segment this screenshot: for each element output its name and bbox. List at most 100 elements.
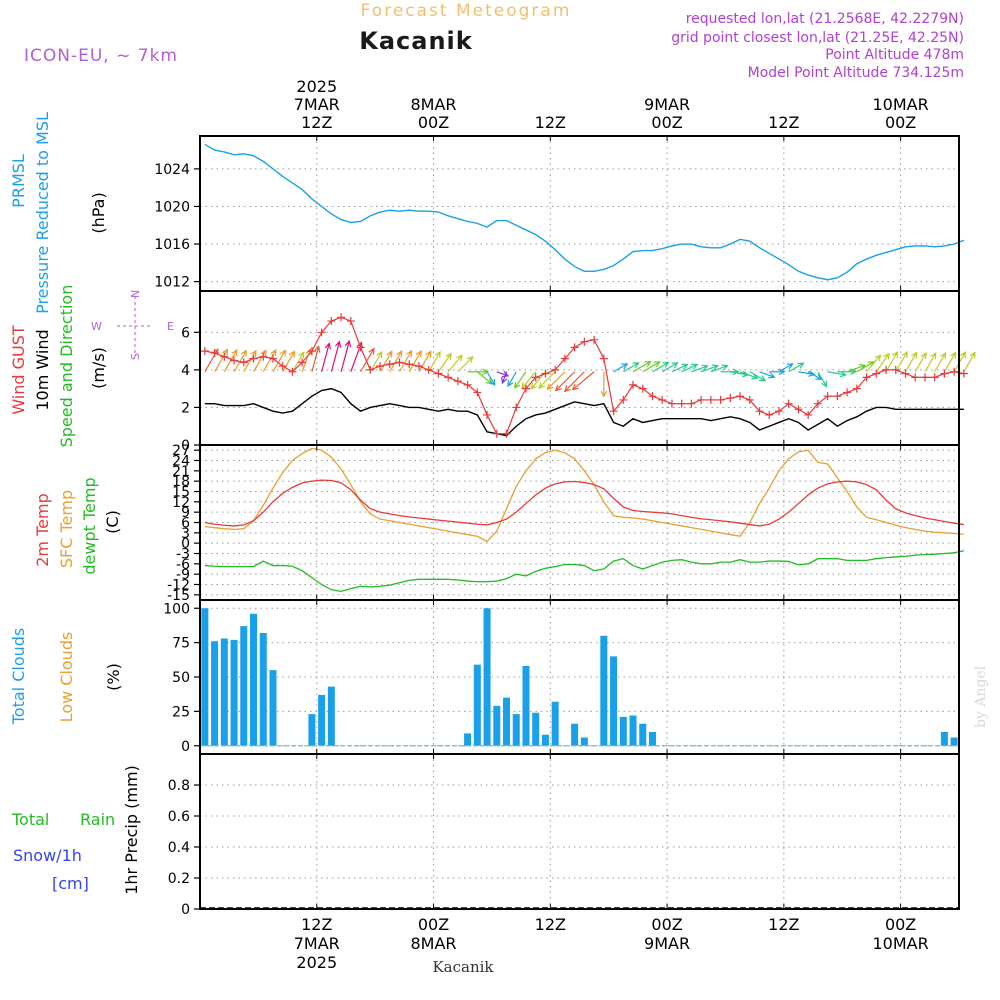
- wind-arrow-head: [489, 378, 496, 386]
- y-tick-label: -15: [167, 588, 190, 604]
- panel-ylabel: 1hr Precip (mm): [122, 765, 141, 895]
- pressure-line: [204, 143, 965, 281]
- y-tick-label: 1012: [154, 275, 190, 291]
- y-tick-label: 1024: [154, 162, 190, 178]
- gust-point: [307, 347, 316, 356]
- panel-wind: 0 2 4 6 N S W E: [91, 290, 976, 454]
- panel-precip: 0 0.2 0.4 0.6 0.8: [168, 753, 960, 918]
- gust-point: [473, 388, 482, 397]
- total-cloud-bar: [327, 686, 335, 746]
- wind-arrow-head: [356, 341, 363, 349]
- wind-arrow-shaft: [340, 340, 350, 372]
- total-cloud-bar: [541, 734, 549, 746]
- wind-arrow-shaft: [282, 351, 295, 373]
- wind-arrow-shaft: [555, 371, 576, 392]
- wind-arrow-shaft: [507, 371, 517, 387]
- wind-arrow-head: [530, 382, 537, 390]
- wind-arrow-shaft: [428, 351, 441, 373]
- wind-direction-arrow: [914, 351, 927, 373]
- panel-clouds: 0 25 50 75 100: [163, 599, 960, 755]
- wind10m-line: [204, 387, 964, 437]
- wind-arrow-head: [415, 350, 422, 358]
- wind-direction-arrow: [866, 354, 882, 373]
- gust-point: [327, 317, 336, 326]
- total-cloud-bar: [211, 641, 219, 746]
- gust-point: [405, 360, 414, 369]
- wind-arrow-head: [644, 360, 652, 367]
- gust-point: [872, 369, 881, 378]
- gust-point: [414, 362, 423, 371]
- gust-point: [911, 373, 920, 382]
- wind-direction-arrow: [943, 351, 957, 373]
- wind-arrow-shaft: [214, 349, 228, 373]
- wind-arrow-head: [386, 350, 393, 358]
- credit-watermark: by Angel: [973, 665, 989, 728]
- series-label: Wind GUST: [9, 325, 28, 415]
- wind-arrow-shaft: [243, 350, 257, 373]
- wind-arrow-shaft: [710, 365, 728, 373]
- y-tick-label: -3: [176, 547, 190, 563]
- y-tick-label: 3: [181, 526, 190, 542]
- wind-direction-arrow: [447, 354, 463, 373]
- wind-direction-arrow: [681, 363, 699, 373]
- wind-direction-arrow: [934, 351, 947, 373]
- wind-arrow-shaft: [846, 364, 866, 373]
- wind-arrow-head: [778, 368, 786, 376]
- gust-point: [794, 405, 803, 414]
- wind-arrow-head: [434, 350, 441, 359]
- gust-point: [220, 352, 229, 361]
- time-label-bottom: 00Z: [651, 915, 682, 934]
- total-cloud-bar: [580, 737, 588, 746]
- wind-arrow-head: [546, 383, 554, 391]
- y-tick-label: 9: [181, 505, 190, 521]
- panel-frame: [199, 135, 960, 292]
- wind-arrow-shaft: [622, 362, 639, 373]
- wind-direction-arrow: [622, 362, 640, 373]
- total-cloud-bar: [201, 608, 209, 746]
- total-cloud-bar: [493, 705, 501, 746]
- gust-point: [862, 373, 871, 382]
- wind-arrow-head: [466, 356, 474, 363]
- wind-arrow-head: [653, 361, 661, 368]
- wind-arrow-shaft: [457, 356, 474, 373]
- wind-direction-arrow: [642, 361, 661, 373]
- series-label: PRMSL: [9, 154, 28, 208]
- wind-direction-arrow: [360, 347, 375, 373]
- y-tick-label: 75: [172, 636, 190, 652]
- wind-arrow-head: [298, 351, 305, 359]
- wind-arrow-shaft: [749, 371, 766, 382]
- y-tick-label: 0.4: [168, 840, 190, 856]
- compass-rose: N S W E: [91, 290, 174, 360]
- wind-arrow-shaft: [564, 371, 585, 392]
- wind-arrow-head: [406, 349, 413, 357]
- wind-arrow-head: [808, 370, 816, 377]
- wind-arrow-head: [314, 345, 321, 353]
- wind-arrow-head: [507, 379, 514, 388]
- total-cloud-bar: [639, 723, 647, 746]
- series-label: Low Clouds: [57, 632, 76, 723]
- time-label-top: 8MAR: [411, 95, 457, 114]
- compass-s: S: [129, 353, 142, 360]
- model-altitude: Model Point Altitude 734.125m: [748, 65, 964, 81]
- wind-arrow-shaft: [301, 348, 311, 372]
- time-label-top: 7MAR: [294, 95, 340, 114]
- wind-arrow-head: [334, 340, 342, 348]
- wind-direction-arrow: [700, 364, 719, 373]
- wind-arrow-shaft: [691, 365, 708, 373]
- gust-point: [940, 369, 949, 378]
- panel-ylabel: (m/s): [89, 347, 108, 389]
- wind-direction-arrow: [827, 370, 847, 378]
- wind-arrow-shaft: [885, 351, 898, 373]
- gust-point: [249, 354, 258, 363]
- wind-direction-arrow: [652, 361, 670, 373]
- wind-arrow-shaft: [895, 351, 908, 373]
- y-tick-label: 100: [163, 601, 190, 617]
- gust-point: [570, 343, 579, 352]
- gust-point: [551, 365, 560, 374]
- gust-point: [492, 429, 501, 438]
- wind-arrow-head: [501, 371, 510, 378]
- gust-point: [638, 384, 647, 393]
- gust-point: [288, 367, 297, 376]
- wind-direction-arrow: [632, 360, 652, 373]
